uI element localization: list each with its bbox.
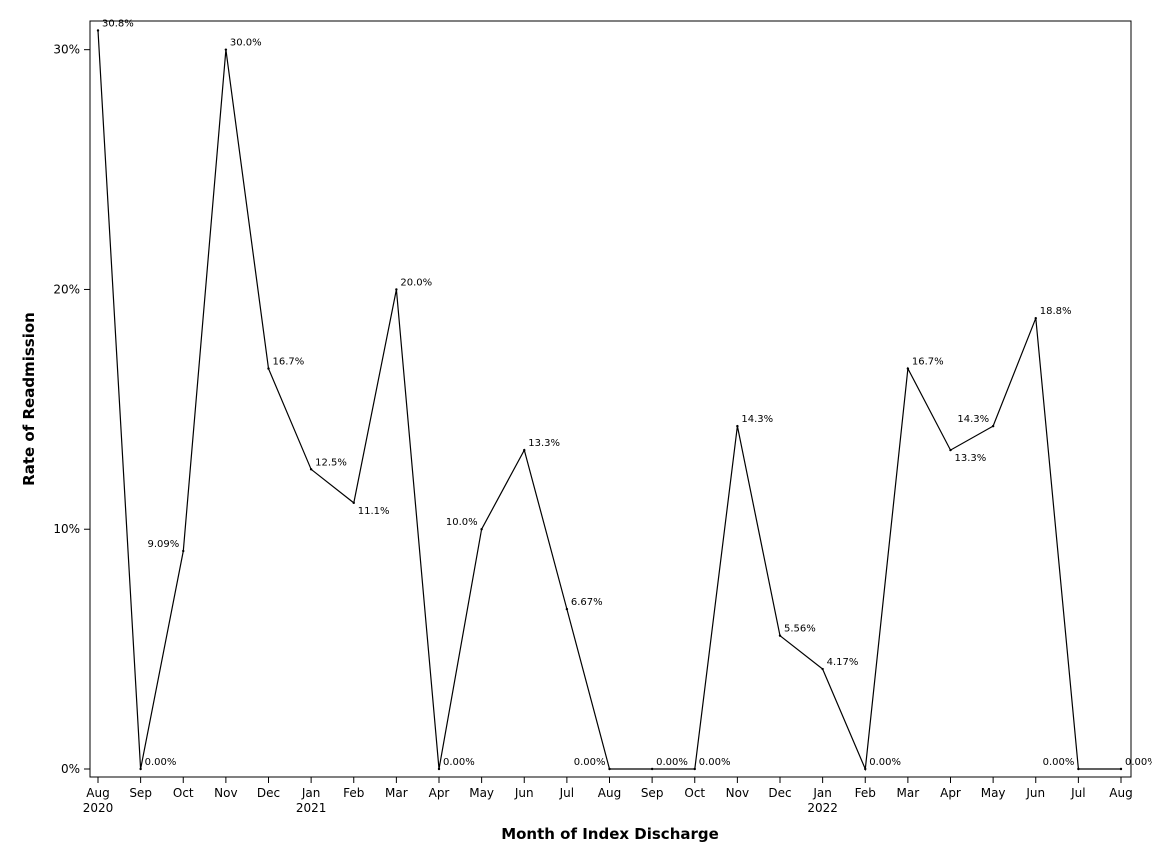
data-label: 0.00% xyxy=(145,757,177,768)
data-point xyxy=(821,667,824,671)
data-point xyxy=(224,48,228,51)
data-point xyxy=(991,424,995,428)
data-label: 16.7% xyxy=(912,357,944,368)
data-point xyxy=(139,767,142,771)
data-label: 14.3% xyxy=(957,414,989,425)
x-tick-label: Oct xyxy=(684,786,705,800)
x-tick-label: Mar xyxy=(897,786,920,800)
data-label: 9.09% xyxy=(147,539,179,550)
x-tick-label: Jul xyxy=(1070,786,1085,800)
data-label: 13.3% xyxy=(955,453,987,464)
x-year-label: 2022 xyxy=(807,801,838,815)
y-tick-label: 20% xyxy=(53,282,80,296)
x-tick-label: Aug xyxy=(1109,786,1132,800)
x-axis: Aug Sep Oct Nov Dec Jan Feb Mar Apr May Jun Jul Aug S… xyxy=(83,777,1133,815)
data-label: 30.0% xyxy=(230,38,262,49)
x-tick-label: Sep xyxy=(641,786,664,800)
y-tick-label: 10% xyxy=(53,522,80,536)
data-point xyxy=(1077,767,1080,771)
data-label: 11.1% xyxy=(358,506,390,517)
x-tick-label: Jun xyxy=(1025,786,1045,800)
data-label: 12.5% xyxy=(315,457,347,468)
data-point xyxy=(437,767,441,771)
data-point xyxy=(565,607,569,611)
data-point xyxy=(949,448,952,452)
data-point xyxy=(1034,317,1037,320)
data-point xyxy=(523,448,526,452)
series-line xyxy=(97,30,1121,772)
data-label: 20.0% xyxy=(400,277,432,288)
y-axis-title: Rate of Readmission xyxy=(20,312,38,486)
data-label: 0.00% xyxy=(869,757,901,768)
x-tick-label: Nov xyxy=(726,786,749,800)
x-tick-label: Dec xyxy=(257,786,280,800)
data-label: 13.3% xyxy=(528,438,560,449)
data-label: 10.0% xyxy=(446,517,478,528)
series-group xyxy=(96,29,1123,772)
x-tick-label: Sep xyxy=(129,786,152,800)
x-tick-label: Jan xyxy=(812,786,832,800)
data-point xyxy=(480,528,483,531)
data-label: 16.7% xyxy=(273,357,305,368)
data-label: 0.00% xyxy=(574,757,606,768)
x-tick-label: Jun xyxy=(514,786,534,800)
x-tick-label: Jan xyxy=(301,786,321,800)
y-axis: 0% 10% 20% 30% xyxy=(53,43,90,776)
data-label: 14.3% xyxy=(741,414,773,425)
data-point xyxy=(182,549,185,553)
data-point xyxy=(650,767,654,771)
x-year-label: 2021 xyxy=(296,801,327,815)
data-label: 4.17% xyxy=(827,657,859,668)
data-labels-group: 30.8% 0.00% 9.09% 30.0% 16.7% 12.5% 11.1% 20.0%… xyxy=(102,19,1152,769)
data-label: 30.8% xyxy=(102,19,134,30)
x-tick-label: Nov xyxy=(214,786,237,800)
data-point xyxy=(352,501,355,505)
x-tick-label: Jul xyxy=(559,786,574,800)
data-point xyxy=(736,424,739,428)
x-tick-label: Apr xyxy=(940,786,961,800)
data-label: 0.00% xyxy=(1125,757,1152,768)
y-tick-label: 0% xyxy=(61,762,80,776)
x-tick-label: Mar xyxy=(385,786,408,800)
data-label: 0.00% xyxy=(656,757,688,768)
x-tick-label: Apr xyxy=(429,786,450,800)
data-label: 6.67% xyxy=(571,597,603,608)
data-point xyxy=(608,767,611,771)
x-tick-label: Aug xyxy=(598,786,621,800)
x-axis-title: Month of Index Discharge xyxy=(501,825,719,843)
data-point xyxy=(96,29,100,32)
data-label: 18.8% xyxy=(1040,306,1072,317)
y-tick-label: 30% xyxy=(53,43,80,57)
data-label: 0.00% xyxy=(443,757,475,768)
data-label: 0.00% xyxy=(1043,757,1075,768)
data-point xyxy=(309,468,313,471)
x-year-label: 2020 xyxy=(83,801,114,815)
plot-frame xyxy=(89,20,1132,778)
data-label: 0.00% xyxy=(699,757,731,768)
data-point xyxy=(864,767,867,771)
data-point xyxy=(778,634,782,637)
x-tick-label: May xyxy=(981,786,1006,800)
data-point xyxy=(1119,767,1123,771)
data-point xyxy=(906,367,910,370)
x-tick-label: May xyxy=(469,786,494,800)
x-tick-label: Aug xyxy=(86,786,109,800)
data-point xyxy=(693,767,696,771)
x-tick-label: Feb xyxy=(855,786,876,800)
x-tick-label: Oct xyxy=(173,786,194,800)
data-label: 5.56% xyxy=(784,624,816,635)
data-point xyxy=(395,288,398,291)
x-tick-label: Dec xyxy=(768,786,791,800)
data-point xyxy=(267,367,270,370)
x-tick-label: Feb xyxy=(343,786,364,800)
